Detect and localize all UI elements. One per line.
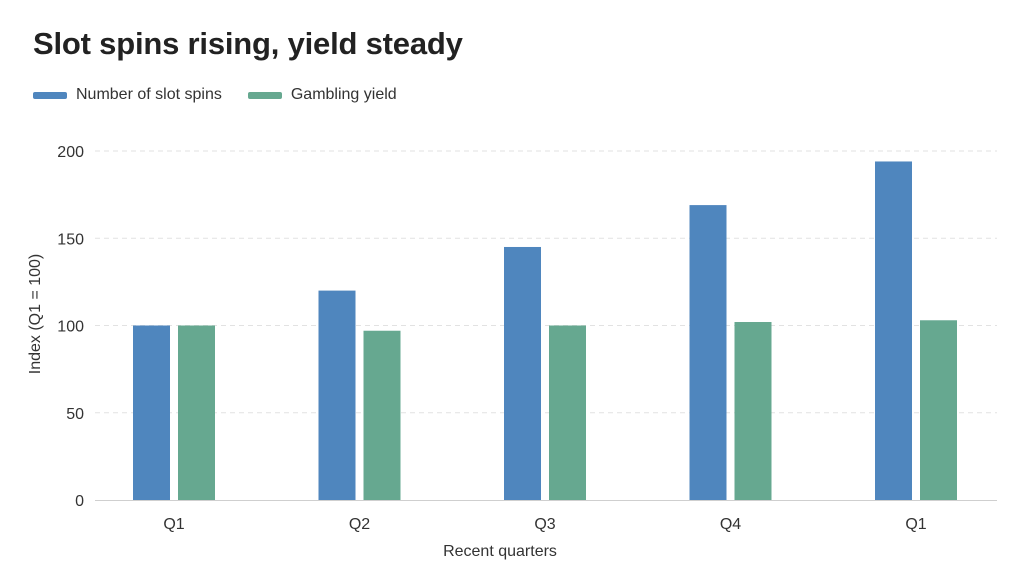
bar-gambling-yield-4 <box>920 320 957 500</box>
bar-gambling-yield-1 <box>363 330 401 500</box>
legend-item-gambling-yield: Gambling yield <box>247 86 397 104</box>
bar-slot-spins-4 <box>875 161 912 500</box>
bars <box>133 161 957 500</box>
y-tick-label: 0 <box>75 493 84 510</box>
x-axis-ticks: Q1 Q2 Q3 Q4 Q1 <box>163 516 926 533</box>
x-tick-label: Q1 <box>163 516 184 533</box>
bar-gambling-yield-0 <box>178 325 215 500</box>
bar-slot-spins-1 <box>318 290 356 500</box>
legend-swatch-slot-spins <box>33 91 67 99</box>
x-tick-label: Q1 <box>905 516 926 533</box>
y-tick-label: 150 <box>57 231 84 248</box>
y-axis-ticks: 0 50 100 150 200 <box>57 144 84 510</box>
legend-label-slot-spins: Number of slot spins <box>76 86 222 103</box>
x-tick-label: Q4 <box>720 516 741 533</box>
bar-slot-spins-3 <box>689 205 727 500</box>
y-axis-label: Index (Q1 = 100) <box>27 254 44 375</box>
legend-swatch-gambling-yield <box>247 91 282 99</box>
x-tick-label: Q3 <box>534 516 555 533</box>
bar-gambling-yield-2 <box>549 325 586 500</box>
chart-title: Slot spins rising, yield steady <box>33 26 463 61</box>
x-tick-label: Q2 <box>349 516 370 533</box>
chart-legend: Number of slot spins Gambling yield <box>33 86 423 104</box>
bar-gambling-yield-3 <box>734 322 772 500</box>
legend-item-slot-spins: Number of slot spins <box>33 86 222 104</box>
bar-slot-spins-0 <box>133 325 170 500</box>
gridlines <box>95 150 997 414</box>
y-tick-label: 100 <box>57 319 84 336</box>
y-tick-label: 200 <box>57 144 84 161</box>
y-tick-label: 50 <box>66 406 84 423</box>
legend-label-gambling-yield: Gambling yield <box>290 86 397 103</box>
bar-slot-spins-2 <box>504 246 541 500</box>
x-axis-label: Recent quarters <box>443 543 557 560</box>
